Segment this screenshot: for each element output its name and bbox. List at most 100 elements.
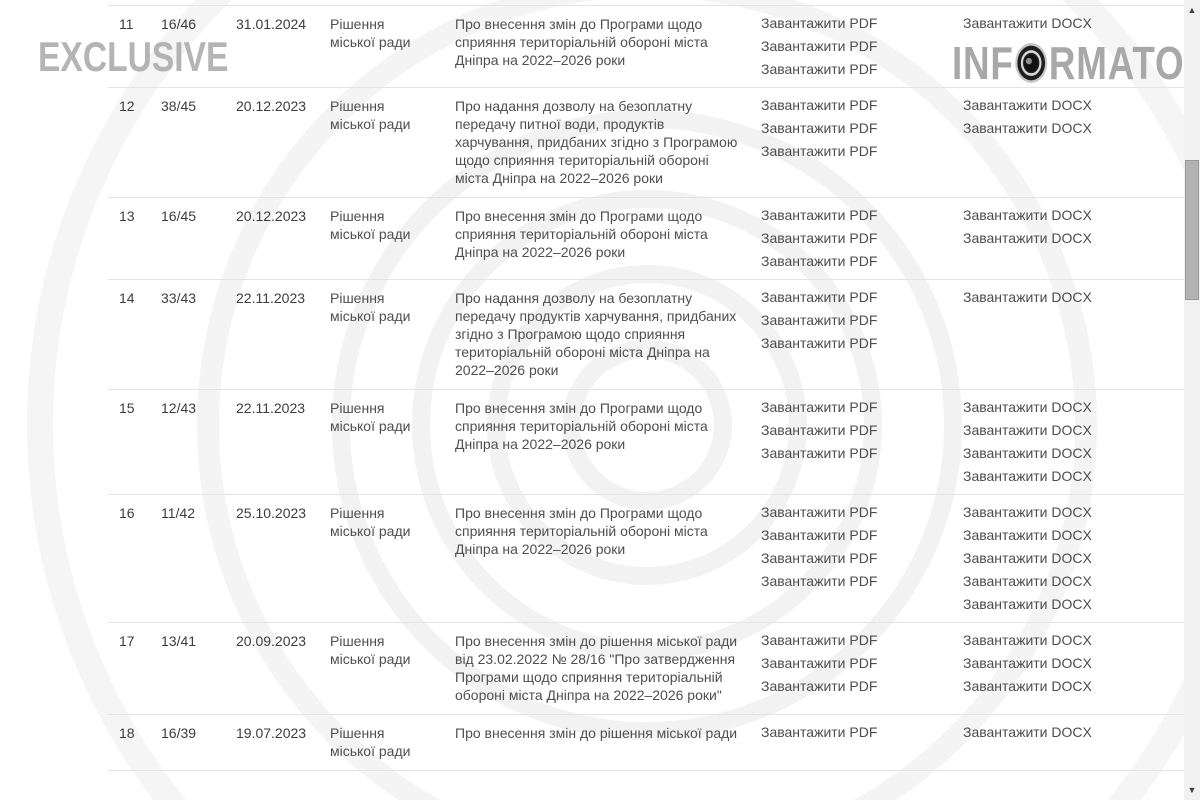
docx-links-cell: Завантажити DOCX Завантажити DOCX: [950, 207, 1185, 246]
row-index: 18: [119, 725, 135, 741]
docx-links-cell: Завантажити DOCX: [950, 15, 1185, 31]
download-pdf-link[interactable]: Завантажити PDF: [761, 504, 878, 520]
document-type: Рішення міської ради: [330, 16, 411, 50]
download-pdf-link[interactable]: Завантажити PDF: [761, 61, 878, 77]
document-date: 20.12.2023: [236, 98, 307, 114]
docx-links-cell: Завантажити DOCX: [950, 724, 1185, 740]
document-title: Про надання дозволу на безоплатну переда…: [455, 98, 738, 186]
document-title: Про надання дозволу на безоплатну переда…: [455, 290, 737, 378]
table-row: 15 12/43 22.11.2023 Рішення міської ради…: [108, 390, 1185, 495]
download-pdf-link[interactable]: Завантажити PDF: [761, 335, 878, 351]
document-type: Рішення міської ради: [330, 290, 411, 324]
informator-logo-text-right: RMATOR: [1048, 37, 1200, 89]
scroll-up-arrow-icon[interactable]: ▲: [1187, 5, 1197, 15]
docx-links-cell: Завантажити DOCX Завантажити DOCX Завантаж…: [950, 399, 1185, 484]
pdf-links-cell: Завантажити PDF Завантажити PDF Завантажит…: [750, 632, 950, 694]
download-pdf-link[interactable]: Завантажити PDF: [761, 573, 878, 589]
document-number: 13/41: [161, 633, 197, 649]
download-pdf-link[interactable]: Завантажити PDF: [761, 207, 878, 223]
document-type: Рішення міської ради: [330, 98, 411, 132]
download-pdf-link[interactable]: Завантажити PDF: [761, 143, 878, 159]
download-pdf-link[interactable]: Завантажити PDF: [761, 678, 878, 694]
download-pdf-link[interactable]: Завантажити PDF: [761, 445, 878, 461]
download-docx-link[interactable]: Завантажити DOCX: [963, 207, 1092, 223]
download-docx-link[interactable]: Завантажити DOCX: [963, 289, 1092, 305]
download-pdf-link[interactable]: Завантажити PDF: [761, 289, 878, 305]
download-docx-link[interactable]: Завантажити DOCX: [963, 724, 1092, 740]
document-date: 22.11.2023: [236, 400, 306, 416]
table-row: 11 16/46 31.01.2024 Рішення міської ради…: [108, 6, 1185, 88]
document-date: 19.07.2023: [236, 725, 307, 741]
document-number: 16/45: [161, 208, 197, 224]
document-title: Про внесення змін до Програми щодо сприя…: [455, 208, 708, 260]
document-date: 20.09.2023: [236, 633, 307, 649]
download-pdf-link[interactable]: Завантажити PDF: [761, 527, 878, 543]
document-title: Про внесення змін до рішення міської рад…: [455, 725, 738, 741]
vertical-scrollbar[interactable]: ▲ ▼: [1184, 0, 1200, 800]
row-index: 14: [119, 290, 135, 306]
download-docx-link[interactable]: Завантажити DOCX: [963, 97, 1092, 113]
download-pdf-link[interactable]: Завантажити PDF: [761, 97, 878, 113]
download-docx-link[interactable]: Завантажити DOCX: [963, 15, 1092, 31]
document-title: Про внесення змін до Програми щодо сприя…: [455, 505, 708, 557]
download-pdf-link[interactable]: Завантажити PDF: [761, 724, 878, 740]
download-docx-link[interactable]: Завантажити DOCX: [963, 573, 1092, 589]
table-row: 17 13/41 20.09.2023 Рішення міської ради…: [108, 623, 1185, 715]
download-docx-link[interactable]: Завантажити DOCX: [963, 422, 1092, 438]
download-docx-link[interactable]: Завантажити DOCX: [963, 596, 1092, 612]
row-index: 17: [119, 633, 135, 649]
download-pdf-link[interactable]: Завантажити PDF: [761, 550, 878, 566]
table-row: 12 38/45 20.12.2023 Рішення міської ради…: [108, 88, 1185, 198]
row-index: 16: [119, 505, 135, 521]
download-pdf-link[interactable]: Завантажити PDF: [761, 655, 878, 671]
document-type: Рішення міської ради: [330, 208, 411, 242]
scroll-down-arrow-icon[interactable]: ▼: [1187, 785, 1197, 795]
exclusive-watermark: EXCLUSIVE: [38, 33, 229, 80]
document-type: Рішення міської ради: [330, 400, 411, 434]
download-docx-link[interactable]: Завантажити DOCX: [963, 120, 1092, 136]
download-pdf-link[interactable]: Завантажити PDF: [761, 399, 878, 415]
download-docx-link[interactable]: Завантажити DOCX: [963, 678, 1092, 694]
table-row: 13 16/45 20.12.2023 Рішення міської ради…: [108, 198, 1185, 280]
pdf-links-cell: Завантажити PDF Завантажити PDF Завантажит…: [750, 399, 950, 461]
row-index: 12: [119, 98, 135, 114]
document-type: Рішення міської ради: [330, 505, 411, 539]
download-pdf-link[interactable]: Завантажити PDF: [761, 422, 878, 438]
download-docx-link[interactable]: Завантажити DOCX: [963, 527, 1092, 543]
pdf-links-cell: Завантажити PDF: [750, 724, 950, 740]
row-index: 13: [119, 208, 135, 224]
pdf-links-cell: Завантажити PDF Завантажити PDF Завантажит…: [750, 97, 950, 159]
download-pdf-link[interactable]: Завантажити PDF: [761, 632, 878, 648]
download-docx-link[interactable]: Завантажити DOCX: [963, 655, 1092, 671]
document-date: 22.11.2023: [236, 290, 306, 306]
document-date: 25.10.2023: [236, 505, 307, 521]
document-title: Про внесення змін до рішення міської рад…: [455, 633, 738, 703]
download-pdf-link[interactable]: Завантажити PDF: [761, 253, 878, 269]
download-docx-link[interactable]: Завантажити DOCX: [963, 550, 1092, 566]
download-docx-link[interactable]: Завантажити DOCX: [963, 230, 1092, 246]
document-number: 11/42: [161, 505, 195, 521]
document-title: Про внесення змін до Програми щодо сприя…: [455, 400, 708, 452]
informator-eye-icon: [1014, 42, 1048, 84]
document-type: Рішення міської ради: [330, 633, 411, 667]
docx-links-cell: Завантажити DOCX Завантажити DOCX Завантаж…: [950, 504, 1185, 612]
table-row: 16 11/42 25.10.2023 Рішення міської ради…: [108, 495, 1185, 623]
download-pdf-link[interactable]: Завантажити PDF: [761, 230, 878, 246]
download-pdf-link[interactable]: Завантажити PDF: [761, 15, 878, 31]
row-index: 11: [119, 16, 134, 32]
download-pdf-link[interactable]: Завантажити PDF: [761, 312, 878, 328]
download-docx-link[interactable]: Завантажити DOCX: [963, 445, 1092, 461]
download-docx-link[interactable]: Завантажити DOCX: [963, 399, 1092, 415]
row-index: 15: [119, 400, 135, 416]
table-row: 18 16/39 19.07.2023 Рішення міської ради…: [108, 715, 1185, 771]
download-pdf-link[interactable]: Завантажити PDF: [761, 38, 878, 54]
document-date: 31.01.2024: [236, 16, 307, 32]
download-docx-link[interactable]: Завантажити DOCX: [963, 468, 1092, 484]
scrollbar-thumb[interactable]: [1185, 160, 1199, 300]
download-docx-link[interactable]: Завантажити DOCX: [963, 504, 1092, 520]
informator-logo: INF RMATOR: [952, 36, 1200, 90]
download-pdf-link[interactable]: Завантажити PDF: [761, 120, 878, 136]
document-number: 38/45: [161, 98, 197, 114]
download-docx-link[interactable]: Завантажити DOCX: [963, 632, 1092, 648]
